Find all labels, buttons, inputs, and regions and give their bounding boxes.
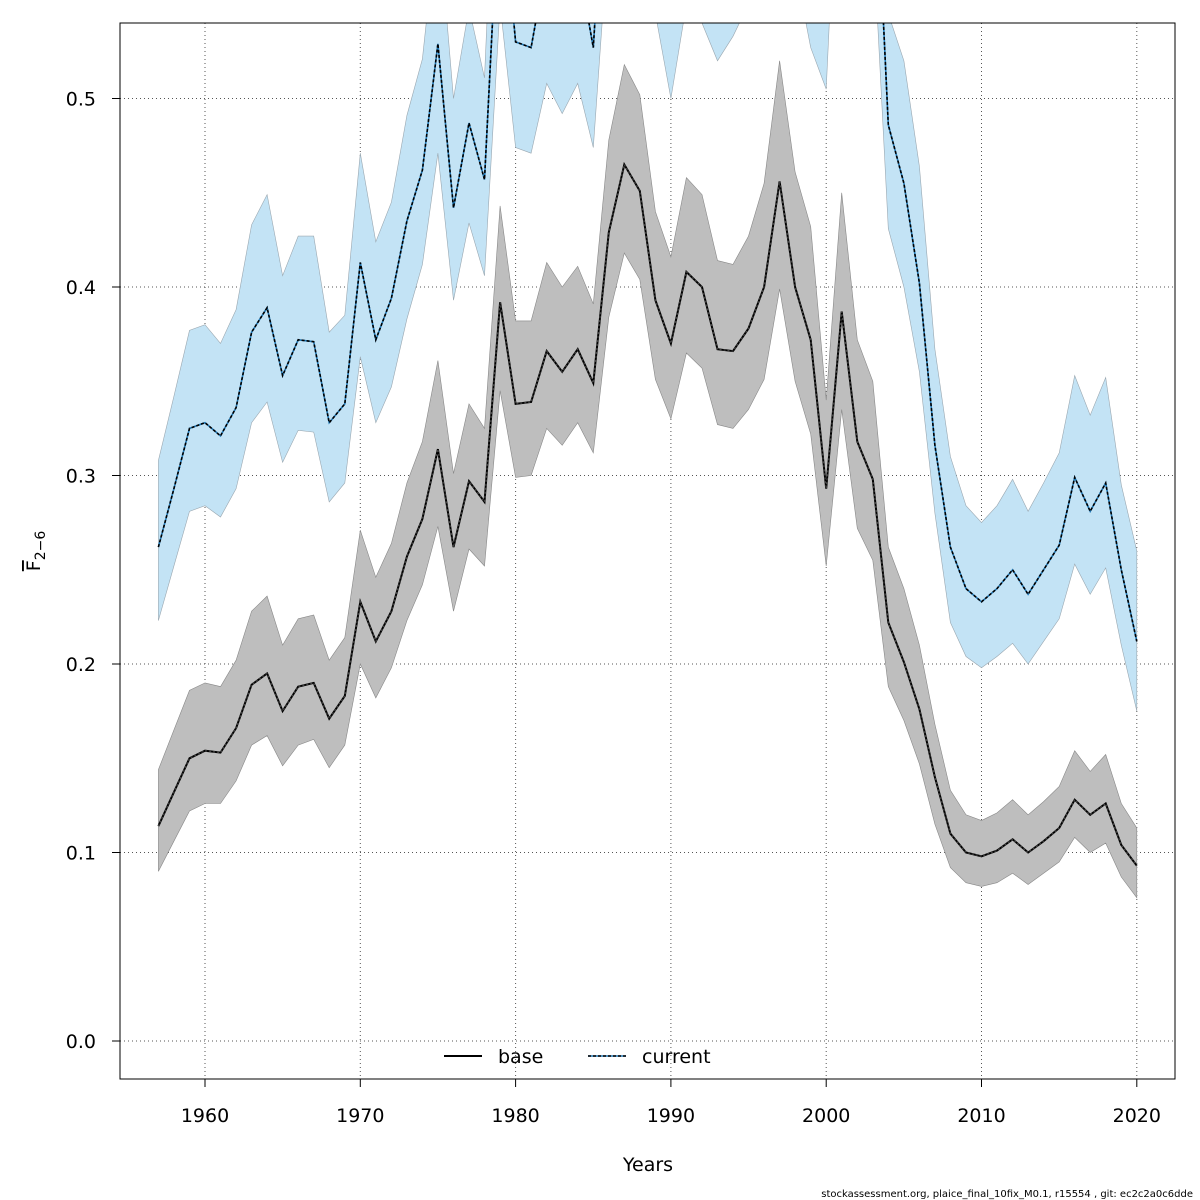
footer-note: stockassessment.org, plaice_final_10fix_…	[821, 1189, 1193, 1200]
x-axis: 1960 1970 1980 1990 2000 2010 2020	[181, 1079, 1161, 1127]
y-axis: 0.0 0.1 0.2 0.3 0.4 0.5	[66, 89, 120, 1053]
line-current-under	[157, 23, 1138, 642]
legend-label-current: current	[642, 1046, 711, 1068]
y-tick-label-5: 0.5	[66, 89, 96, 111]
y-tick-label-1: 0.1	[66, 843, 96, 865]
x-tick-label-1980: 1980	[491, 1105, 539, 1127]
y-axis-title-base: F	[23, 560, 45, 571]
x-tick-label-1990: 1990	[647, 1105, 695, 1127]
y-axis-title: F2−6	[23, 531, 49, 572]
confidence-bands	[158, 23, 1138, 899]
legend-label-base: base	[498, 1046, 543, 1068]
x-tick-label-2020: 2020	[1113, 1105, 1161, 1127]
plot-frame	[119, 22, 1176, 1080]
x-tick-label-1960: 1960	[181, 1105, 229, 1127]
line-base-overlay	[157, 162, 1138, 867]
y-axis-title-subscript: 2−6	[33, 531, 49, 561]
x-axis-title: Years	[622, 1154, 673, 1176]
series-lines	[157, 23, 1138, 867]
y-tick-label-3: 0.3	[66, 466, 96, 488]
y-tick-label-2: 0.2	[66, 654, 96, 676]
y-tick-label-0: 0.0	[66, 1031, 96, 1053]
svg-text:F2−6: F2−6	[23, 531, 49, 572]
band-current	[158, 23, 1138, 712]
legend: base current	[444, 1046, 711, 1068]
y-tick-label-4: 0.4	[66, 277, 96, 299]
plot-content	[157, 23, 1138, 899]
x-tick-label-2010: 2010	[957, 1105, 1005, 1127]
x-tick-label-2000: 2000	[802, 1105, 850, 1127]
band-base	[158, 60, 1138, 899]
x-tick-label-1970: 1970	[336, 1105, 384, 1127]
